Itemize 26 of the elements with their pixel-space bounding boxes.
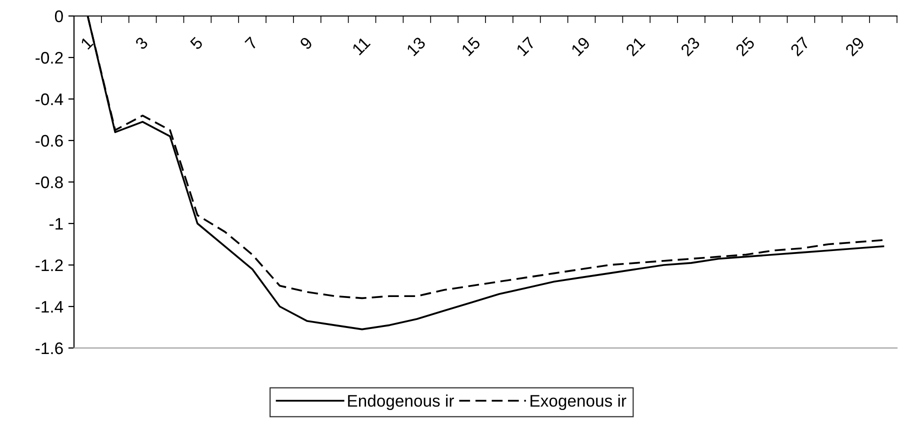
x-tick-label: 7 bbox=[244, 36, 258, 50]
legend-label: Exogenous ir bbox=[530, 394, 626, 410]
x-tick-label: 1 bbox=[80, 36, 94, 50]
legend-label: Endogenous ir bbox=[348, 394, 454, 410]
x-tick-label: 15 bbox=[461, 36, 482, 56]
y-tick-label: -0.2 bbox=[36, 52, 63, 64]
x-tick-label: 23 bbox=[680, 36, 700, 57]
x-tick-label: 29 bbox=[844, 36, 866, 57]
x-tick-label: 11 bbox=[352, 36, 371, 56]
y-tick-label: -1.4 bbox=[36, 301, 64, 313]
x-tick-label: 27 bbox=[790, 36, 810, 56]
x-tick-label: 25 bbox=[734, 36, 756, 57]
y-tick-label: -0.6 bbox=[36, 134, 63, 147]
x-tick-label: 3 bbox=[134, 36, 149, 50]
x-tick-label: 19 bbox=[570, 36, 591, 56]
x-tick-label: 5 bbox=[190, 36, 204, 50]
x-tick-label: 21 bbox=[625, 36, 646, 56]
y-tick-label: -1.6 bbox=[36, 342, 63, 354]
y-tick-label: -0.8 bbox=[36, 176, 63, 188]
x-tick-label: 13 bbox=[406, 36, 426, 56]
y-tick-label: -1.2 bbox=[36, 259, 63, 272]
y-tick-label: -0.4 bbox=[36, 93, 64, 106]
x-tick-label: 17 bbox=[516, 36, 536, 56]
x-tick-label: 9 bbox=[299, 36, 314, 50]
y-tick-label: -1 bbox=[50, 218, 63, 230]
y-tick-label: 0 bbox=[54, 10, 63, 22]
